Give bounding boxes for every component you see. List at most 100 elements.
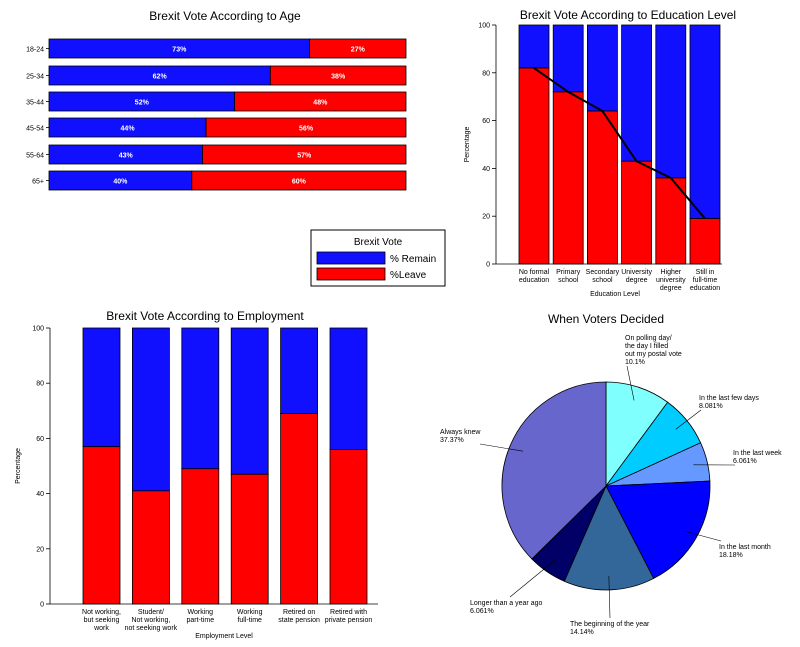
employment-x-tick-label: Working (237, 609, 263, 616)
pie-slice (501, 381, 607, 560)
age-remain-label: 43% (119, 153, 134, 160)
pie-leader-line (608, 575, 611, 619)
employment-remain-bar (181, 327, 220, 470)
employment-y-axis-label: Percentage (15, 448, 22, 484)
employment-x-tick-label: work (93, 625, 109, 632)
employment-leave-bar (230, 473, 269, 605)
education-remain-bar (689, 24, 721, 219)
employment-leave-bar (280, 413, 319, 605)
employment-remain-bar (280, 327, 319, 414)
education-remain-bar (518, 24, 550, 69)
education-chart-title: Brexit Vote According to Education Level (520, 8, 736, 22)
pie-leader-line (509, 559, 556, 598)
pie-slice-label: 6.061% (733, 458, 757, 465)
education-remain-bar (621, 24, 652, 162)
employment-x-tick-label: Not working, (131, 617, 170, 624)
legend-label-remain: % Remain (390, 254, 436, 265)
pie-slice-label: 37.37% (440, 437, 464, 444)
employment-leave-bar (82, 446, 121, 605)
education-leave-bar (621, 160, 652, 265)
employment-x-tick-label: Retired on (283, 609, 315, 616)
pie-chart: When Voters Decided On polling day/the da… (440, 312, 782, 636)
employment-chart: Brexit Vote According to Employment 0 20 40… (15, 309, 378, 640)
education-y-tick-label: 0 (486, 262, 490, 269)
employment-x-tick-label: Retired with (330, 609, 367, 616)
pie-slice-label: In the last month (719, 544, 771, 551)
education-x-tick-label: No formal (519, 269, 550, 276)
pie-slice-label: On polling day/ (625, 335, 672, 342)
age-tick-label: 45-54 (26, 126, 44, 133)
education-x-tick-label: education (519, 277, 549, 284)
education-trend-line (533, 67, 706, 220)
education-x-tick-label: Still in (696, 269, 715, 276)
pie-slice-label: out my postal vote (625, 351, 682, 358)
employment-y-tick-label: 0 (40, 602, 44, 609)
employment-y-tick-label: 40 (36, 491, 44, 498)
legend: Brexit Vote % Remain %Leave (310, 229, 446, 287)
age-tick-label: 25-34 (26, 74, 44, 81)
education-x-tick-label: education (690, 285, 720, 292)
employment-x-tick-label: not seeking work (125, 625, 178, 632)
employment-y-tick-label: 20 (36, 546, 44, 553)
employment-x-tick-label: Student/ (138, 609, 164, 616)
pie-slice-label: In the last week (733, 450, 782, 457)
age-tick-label: 65+ (32, 179, 44, 186)
employment-y-tick-label: 60 (36, 436, 44, 443)
age-remain-label: 62% (153, 74, 168, 81)
pie-slice-label: In the last few days (699, 395, 759, 402)
pie-slice-label: 14.14% (570, 629, 594, 636)
age-leave-label: 57% (297, 153, 312, 160)
education-y-tick-label: 60 (482, 118, 490, 125)
employment-remain-bar (82, 327, 121, 448)
legend-swatch-remain (316, 251, 386, 265)
education-y-tick-label: 80 (482, 70, 490, 77)
employment-leave-bar (181, 468, 220, 605)
pie-slice-label: 10.1% (625, 359, 645, 366)
employment-x-tick-label: private pension (325, 617, 373, 624)
age-leave-label: 27% (351, 47, 366, 54)
education-x-tick-label: full-time (693, 277, 718, 284)
education-x-tick-label: university (656, 277, 686, 284)
employment-x-tick-label: state pension (278, 617, 320, 624)
age-leave-bar (205, 117, 407, 138)
age-leave-label: 56% (299, 126, 314, 133)
pie-slice-label: Longer than a year ago (470, 600, 542, 607)
age-leave-label: 48% (313, 100, 328, 107)
employment-x-axis-label: Employment Level (195, 633, 253, 640)
education-x-tick-label: University (621, 269, 652, 276)
age-leave-bar (202, 144, 407, 165)
employment-y-tick-label: 100 (32, 326, 44, 333)
employment-remain-bar (131, 327, 170, 492)
education-remain-bar (587, 24, 618, 112)
employment-x-tick-label: but seeking (84, 617, 120, 624)
pie-leader-line (626, 365, 635, 401)
employment-y-tick-label: 80 (36, 381, 44, 388)
employment-remain-bar (329, 327, 368, 450)
age-remain-label: 52% (135, 100, 150, 107)
pie-slice (605, 480, 711, 579)
education-x-tick-label: Secondary (586, 269, 620, 276)
age-leave-bar (191, 170, 407, 191)
pie-slice-label: the day I filled (625, 343, 668, 350)
education-leave-bar (587, 110, 618, 265)
age-tick-label: 55-64 (26, 153, 44, 160)
education-y-tick-label: 20 (482, 214, 490, 221)
education-leave-bar (518, 67, 550, 265)
education-x-tick-label: school (558, 277, 579, 284)
age-remain-label: 44% (121, 126, 136, 133)
education-leave-bar (552, 91, 584, 265)
education-x-tick-label: degree (626, 277, 648, 284)
age-tick-label: 35-44 (26, 100, 44, 107)
education-x-tick-label: Primary (556, 269, 581, 276)
employment-x-tick-label: Working (188, 609, 214, 616)
age-leave-bar (234, 91, 407, 112)
age-leave-bar (269, 65, 407, 86)
age-chart-title: Brexit Vote According to Age (149, 9, 301, 23)
employment-leave-bar (329, 449, 368, 605)
age-leave-label: 60% (292, 179, 307, 186)
legend-label-leave: %Leave (390, 270, 427, 281)
education-x-tick-label: Higher (660, 269, 681, 276)
education-leave-bar (655, 177, 687, 265)
employment-x-tick-label: part-time (186, 617, 214, 624)
